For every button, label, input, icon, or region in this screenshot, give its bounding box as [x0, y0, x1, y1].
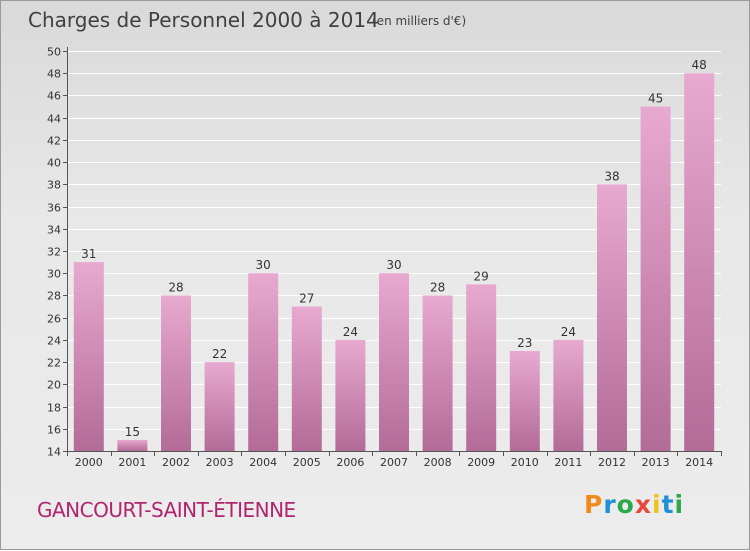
x-tick-label-2012: 2012	[598, 456, 626, 469]
data-labels: 31 15 28 22 30 27 24 30 28 29 23 24 38 45 48	[81, 58, 707, 439]
bar-2004	[248, 273, 279, 451]
y-tick-label: 46	[47, 90, 61, 103]
logo-letter: i	[652, 490, 662, 519]
x-tick-label-2008: 2008	[424, 456, 452, 469]
commune-name: GANCOURT-SAINT-ÉTIENNE	[37, 498, 296, 522]
data-label-2009: 29	[474, 269, 489, 283]
bar-2014	[684, 73, 715, 451]
bar-2006	[335, 339, 366, 451]
bar-2001	[117, 439, 148, 451]
bar-2005	[291, 306, 322, 451]
y-tick-label: 38	[47, 179, 61, 192]
y-tick-label: 30	[47, 268, 61, 281]
x-tick-label-2002: 2002	[162, 456, 190, 469]
data-label-2013: 45	[648, 92, 663, 106]
x-tick-label-2007: 2007	[380, 456, 408, 469]
bar-2007	[379, 273, 409, 451]
y-tick-label: 26	[47, 313, 61, 326]
logo-letter: i	[674, 490, 685, 519]
x-tick-label-2014: 2014	[685, 456, 713, 469]
chart-unit: (en milliers d'€)	[372, 14, 467, 28]
bar-2003	[204, 362, 235, 451]
y-tick-label: 44	[47, 113, 61, 126]
data-label-2001: 15	[125, 425, 140, 439]
y-tick-label: 48	[47, 68, 61, 81]
axes: 14 16 18 20 22 24 26 28 30 32 34 36 38 40 42 44 46 48 50 20…	[47, 46, 722, 469]
logo-letter: P	[584, 490, 604, 519]
chart-title: Charges de Personnel 2000 à 2014	[28, 8, 379, 32]
logo-letter: r	[603, 490, 617, 519]
bar-2013	[640, 106, 671, 452]
y-tick-label: 50	[47, 46, 61, 59]
y-tick-label: 24	[47, 335, 61, 348]
data-label-2008: 28	[430, 280, 445, 294]
y-tick-label: 36	[47, 202, 61, 215]
data-label-2010: 23	[517, 336, 532, 350]
x-tick-label-2011: 2011	[554, 456, 582, 469]
y-tick-label: 32	[47, 246, 61, 259]
x-tick-label-2009: 2009	[467, 456, 495, 469]
x-tick-label-2000: 2000	[75, 456, 103, 469]
data-label-2005: 27	[299, 292, 314, 306]
bar-2009	[466, 284, 497, 451]
data-label-2004: 30	[256, 258, 271, 272]
y-tick-label: 28	[47, 290, 61, 303]
x-tick-label-2001: 2001	[118, 456, 146, 469]
x-tick-label-2004: 2004	[249, 456, 277, 469]
bar-2002	[161, 295, 191, 451]
y-tick-label: 20	[47, 379, 61, 392]
data-label-2007: 30	[386, 258, 401, 272]
y-tick-label: 22	[47, 357, 61, 370]
y-tick-label: 42	[47, 135, 61, 148]
data-label-2014: 48	[692, 58, 707, 72]
data-label-2002: 28	[168, 280, 183, 294]
data-label-2000: 31	[81, 247, 96, 261]
logo-letter: x	[634, 490, 652, 519]
bar-2000	[73, 262, 104, 451]
data-label-2011: 24	[561, 325, 576, 339]
x-tick-label-2013: 2013	[642, 456, 670, 469]
data-label-2003: 22	[212, 347, 227, 361]
data-label-2012: 38	[604, 169, 619, 183]
bar-2010	[509, 351, 540, 451]
x-tick-label-2006: 2006	[336, 456, 364, 469]
bar-2008	[422, 295, 453, 451]
x-tick-label-2010: 2010	[511, 456, 539, 469]
y-tick-label: 14	[47, 446, 61, 459]
bar-2011	[553, 339, 584, 451]
y-tick-label: 16	[47, 424, 61, 437]
x-tick-label-2003: 2003	[206, 456, 234, 469]
logo-letter: t	[661, 490, 675, 519]
data-label-2006: 24	[343, 325, 358, 339]
y-tick-label: 18	[47, 402, 61, 415]
bar-series	[73, 73, 715, 452]
logo-letter: o	[616, 490, 635, 519]
proxiti-logo[interactable]: Proxiti	[584, 490, 684, 519]
y-tick-label: 34	[47, 224, 61, 237]
x-tick-label-2005: 2005	[293, 456, 321, 469]
bar-2012	[597, 184, 627, 452]
y-tick-label: 40	[47, 157, 61, 170]
